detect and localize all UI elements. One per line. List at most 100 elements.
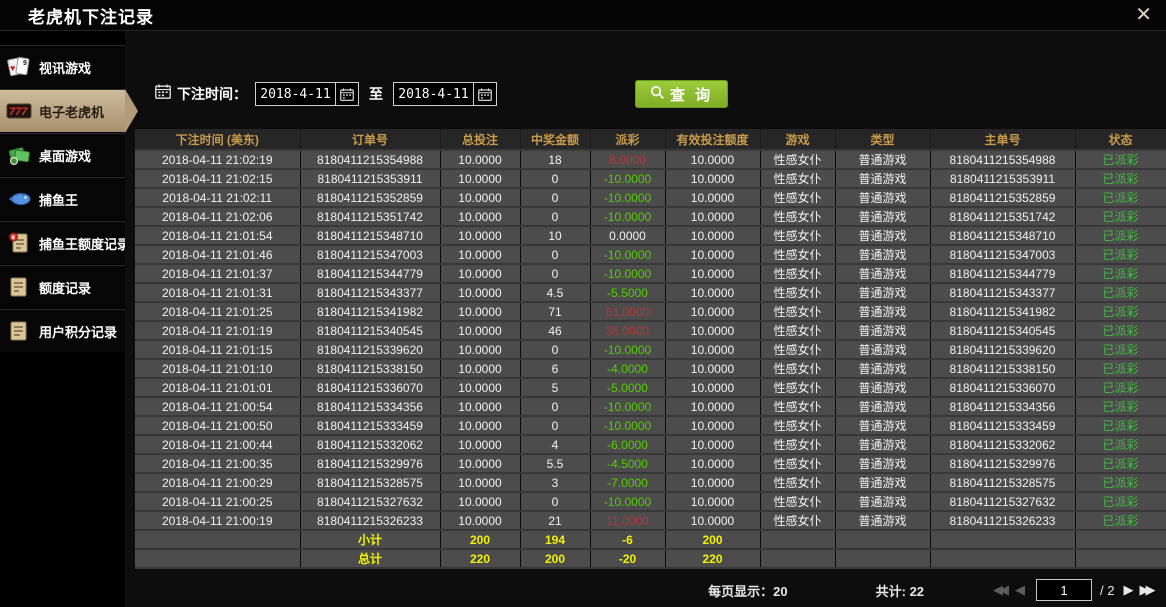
cell-payout: -10.0000	[590, 397, 666, 417]
table-row: 2018-04-11 21:01:01 8180411215336070 10.00…	[135, 378, 1166, 398]
svg-text:¥: ¥	[11, 235, 15, 242]
cell-status: 已派彩	[1075, 435, 1166, 455]
date-from-input[interactable]	[255, 82, 335, 106]
table-row: 2018-04-11 21:00:19 8180411215326233 10.00…	[135, 511, 1166, 531]
cell-valid-bet: 10.0000	[665, 188, 761, 208]
cell-game: 性感女仆	[760, 511, 836, 531]
to-label: 至	[369, 86, 383, 102]
summary-row: 小计 200 194 -6 200	[135, 530, 1166, 550]
cell-status: 已派彩	[1075, 454, 1166, 474]
cell-time: 2018-04-11 21:01:46	[135, 245, 301, 265]
cell-payout: -4.5000	[590, 454, 666, 474]
svg-text:♥: ♥	[10, 63, 15, 73]
cell-total-bet: 10.0000	[440, 416, 521, 436]
sidebar-item-slot-machine[interactable]: 777 电子老虎机	[0, 89, 125, 133]
cell-game: 性感女仆	[760, 492, 836, 512]
cell-payout: 8.0000	[590, 150, 666, 170]
cell-order: 8180411215354988	[300, 150, 441, 170]
cell-order: 8180411215338150	[300, 359, 441, 379]
cell-main-order: 8180411215329976	[930, 454, 1076, 474]
cell-game: 性感女仆	[760, 150, 836, 170]
sidebar-item-video-games[interactable]: 9 ♥ 视讯游戏	[0, 45, 125, 89]
cell-main-order: 8180411215348710	[930, 226, 1076, 246]
per-page-value: 20	[773, 583, 788, 599]
table-row: 2018-04-11 21:01:46 8180411215347003 10.00…	[135, 245, 1166, 265]
cell-win: 0	[520, 188, 591, 208]
cell-game: 性感女仆	[760, 226, 836, 246]
cell-valid-bet: 10.0000	[665, 416, 761, 436]
cell-total-bet: 10.0000	[440, 302, 521, 322]
table-row: 2018-04-11 21:02:06 8180411215351742 10.00…	[135, 207, 1166, 227]
table-row: 2018-04-11 21:01:19 8180411215340545 10.00…	[135, 321, 1166, 341]
cell-payout: -10.0000	[590, 264, 666, 284]
cell-game: 性感女仆	[760, 302, 836, 322]
cell-total-bet: 10.0000	[440, 283, 521, 303]
cell-total-bet: 10.0000	[440, 264, 521, 284]
cell-payout: -10.0000	[590, 416, 666, 436]
table-row: 2018-04-11 21:00:29 8180411215328575 10.00…	[135, 473, 1166, 493]
cell-valid-bet: 10.0000	[665, 378, 761, 398]
cell-main-order: 8180411215327632	[930, 492, 1076, 512]
col-header-valid-bet: 有效投注额度	[665, 129, 761, 151]
cell-valid-bet: 10.0000	[665, 226, 761, 246]
cell-time: 2018-04-11 21:02:11	[135, 188, 301, 208]
cell-payout: 61.0000	[590, 302, 666, 322]
query-button[interactable]: 查 询	[635, 80, 729, 108]
prev-page-icon[interactable]: ◀	[1015, 582, 1026, 597]
cell-payout: -5.5000	[590, 283, 666, 303]
cell-win: 0	[520, 245, 591, 265]
date-to-calendar-button[interactable]	[473, 82, 497, 106]
sidebar-item-quota-record[interactable]: 额度记录	[0, 265, 125, 309]
cell-game: 性感女仆	[760, 454, 836, 474]
date-to-input[interactable]	[393, 82, 473, 106]
cell-order: 8180411215334356	[300, 397, 441, 417]
sidebar-item-fishing-king[interactable]: 捕鱼王	[0, 177, 125, 221]
cell-main-order: 8180411215353911	[930, 169, 1076, 189]
next-page-icon[interactable]: ▶	[1123, 582, 1134, 597]
cell-payout: -10.0000	[590, 245, 666, 265]
sidebar-item-label: 捕鱼王额度记录	[39, 236, 131, 252]
table-row: 2018-04-11 21:00:25 8180411215327632 10.00…	[135, 492, 1166, 512]
cell-valid-bet: 10.0000	[665, 511, 761, 531]
cell-order: 8180411215343377	[300, 283, 441, 303]
sidebar-item-fishing-quota-record[interactable]: ¥ 捕鱼王额度记录	[0, 221, 130, 265]
cell-win: 0	[520, 492, 591, 512]
cell-type: 普通游戏	[835, 245, 931, 265]
cell-main-order: 8180411215341982	[930, 302, 1076, 322]
cell-time: 2018-04-11 21:00:50	[135, 416, 301, 436]
cell-type: 普通游戏	[835, 150, 931, 170]
cell-game: 性感女仆	[760, 169, 836, 189]
bet-time-label: 下注时间：	[177, 86, 247, 102]
sidebar-item-label: 电子老虎机	[39, 104, 105, 120]
date-from-calendar-button[interactable]	[335, 82, 359, 106]
last-page-icon[interactable]: ▶▶	[1139, 582, 1156, 597]
table-row: 2018-04-11 21:00:54 8180411215334356 10.00…	[135, 397, 1166, 417]
cell-order: 8180411215326233	[300, 511, 441, 531]
cell-order: 8180411215348710	[300, 226, 441, 246]
cell-main-order: 8180411215336070	[930, 378, 1076, 398]
cell-order: 8180411215336070	[300, 378, 441, 398]
cell-total-bet: 10.0000	[440, 321, 521, 341]
cell-game: 性感女仆	[760, 283, 836, 303]
close-icon[interactable]: ✕	[1135, 4, 1152, 26]
cell-payout: 36.0000	[590, 321, 666, 341]
cell-payout: -5.0000	[590, 378, 666, 398]
title-bar: 老虎机下注记录 ✕	[0, 0, 1166, 31]
summary-cell	[835, 549, 931, 569]
cell-time: 2018-04-11 21:01:10	[135, 359, 301, 379]
table-row: 2018-04-11 21:01:37 8180411215344779 10.00…	[135, 264, 1166, 284]
table-header-row: 下注时间 (美东) 订单号 总投注 中奖金额 派彩 有效投注额度 游戏 类型 主…	[135, 129, 1166, 151]
first-page-icon[interactable]: ◀◀	[993, 582, 1009, 597]
cell-type: 普通游戏	[835, 207, 931, 227]
cell-type: 普通游戏	[835, 188, 931, 208]
sidebar-item-table-games[interactable]: 桌面游戏	[0, 133, 125, 177]
cell-order: 8180411215332062	[300, 435, 441, 455]
sidebar-item-user-points-record[interactable]: 用户积分记录	[0, 309, 125, 353]
cell-type: 普通游戏	[835, 416, 931, 436]
cell-game: 性感女仆	[760, 378, 836, 398]
cell-order: 8180411215340545	[300, 321, 441, 341]
col-header-payout: 派彩	[590, 129, 666, 151]
bet-records-table: 下注时间 (美东) 订单号 总投注 中奖金额 派彩 有效投注额度 游戏 类型 主…	[135, 129, 1166, 569]
summary-cell: 220	[665, 549, 761, 569]
page-number-input[interactable]	[1036, 579, 1093, 601]
